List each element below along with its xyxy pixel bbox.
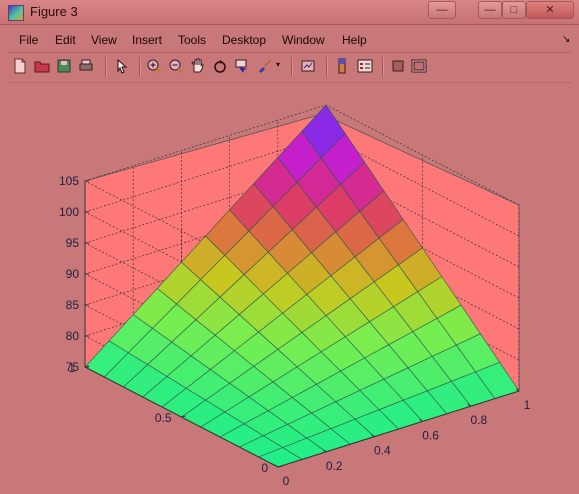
- y-tick-mark: [84, 365, 90, 368]
- toolbar-separator: [139, 57, 141, 76]
- restore-button[interactable]: —: [478, 1, 502, 19]
- x-axis-line: [277, 390, 520, 468]
- title-bar: Figure 3 — — □ ✕: [0, 0, 579, 25]
- rotate-3d-icon[interactable]: [212, 58, 228, 74]
- z-tick-label: 80: [66, 329, 80, 343]
- x-tick-mark: [419, 418, 423, 422]
- z-tick-label: 75: [66, 360, 80, 374]
- toolbar-separator: [326, 57, 328, 76]
- figure-app-icon: [8, 5, 24, 21]
- menu-help[interactable]: Help: [342, 33, 367, 47]
- y-tick-label: 1: [68, 361, 75, 375]
- pointer-icon[interactable]: [114, 58, 130, 74]
- minimize-button[interactable]: —: [428, 1, 456, 19]
- menu-window[interactable]: Window: [282, 33, 325, 47]
- maximize-button[interactable]: □: [502, 1, 526, 19]
- axis-ticks: 75 80 85 90 95 100 105 0 0.2 0.4 0.6 0.8 1 0 0.5 1: [59, 174, 531, 487]
- menu-bar: File Edit View Insert Tools Desktop Wind…: [0, 29, 579, 51]
- toolbar-separator: [382, 57, 384, 76]
- y-tick-mark: [277, 465, 283, 468]
- print-icon[interactable]: [78, 58, 94, 74]
- x-tick-label: 0.4: [374, 444, 391, 458]
- chevron-down-icon[interactable]: ▾: [276, 60, 281, 69]
- surface-plot[interactable]: 75 80 85 90 95 100 105 0 0.2 0.4 0.6 0.8 1 0 0.5 1: [8, 83, 571, 487]
- z-tick-label: 95: [66, 236, 80, 250]
- x-tick-mark: [371, 434, 375, 438]
- menu-view[interactable]: View: [91, 33, 117, 47]
- close-icon: ✕: [545, 4, 555, 16]
- z-tick-label: 105: [59, 174, 79, 188]
- open-file-icon[interactable]: [34, 58, 50, 74]
- figure-canvas[interactable]: 75 80 85 90 95 100 105 0 0.2 0.4 0.6 0.8 1 0 0.5 1: [8, 82, 571, 487]
- surface-mesh: [84, 104, 520, 468]
- minimize-icon: —: [484, 4, 496, 16]
- maximize-icon: □: [510, 4, 518, 16]
- legend-icon[interactable]: [357, 58, 373, 74]
- link-plot-icon[interactable]: [300, 58, 316, 74]
- new-figure-icon[interactable]: [12, 58, 28, 74]
- dock-arrow-icon[interactable]: ↘: [562, 34, 571, 45]
- window-title: Figure 3: [30, 4, 78, 19]
- y-tick-label: 0.5: [155, 411, 172, 425]
- y-tick-mark: [181, 415, 186, 418]
- x-tick-label: 0.8: [470, 413, 487, 427]
- toolbar-separator: [105, 57, 107, 76]
- x-tick-mark: [322, 449, 327, 453]
- menu-file[interactable]: File: [19, 33, 39, 47]
- toolbar: ▾: [8, 52, 571, 81]
- save-icon[interactable]: [56, 58, 72, 74]
- hide-plot-tools-icon[interactable]: [390, 58, 406, 74]
- menu-edit[interactable]: Edit: [55, 33, 76, 47]
- show-plot-tools-icon[interactable]: [411, 58, 427, 74]
- x-tick-label: 0: [283, 474, 290, 487]
- data-cursor-icon[interactable]: [234, 58, 250, 74]
- x-tick-label: 1: [524, 398, 531, 412]
- menu-insert[interactable]: Insert: [132, 33, 163, 47]
- x-tick-mark: [515, 388, 520, 392]
- zoom-in-icon[interactable]: [146, 58, 162, 74]
- y-tick-label: 0: [261, 461, 268, 475]
- toolbar-separator: [291, 57, 293, 76]
- x-tick-mark: [274, 464, 279, 468]
- zoom-out-icon[interactable]: [168, 58, 184, 74]
- pan-icon[interactable]: [190, 58, 206, 74]
- colorbar-icon[interactable]: [334, 58, 350, 74]
- z-tick-label: 85: [66, 298, 80, 312]
- minimize-icon: —: [436, 4, 448, 16]
- close-button[interactable]: ✕: [526, 1, 574, 19]
- z-tick-label: 90: [66, 267, 80, 281]
- menu-desktop[interactable]: Desktop: [222, 33, 267, 47]
- menu-tools[interactable]: Tools: [178, 33, 207, 47]
- z-tick-label: 100: [59, 205, 79, 219]
- brush-icon[interactable]: [256, 58, 272, 74]
- x-tick-label: 0.6: [422, 428, 439, 442]
- x-tick-label: 0.2: [326, 459, 343, 473]
- x-tick-mark: [467, 403, 472, 407]
